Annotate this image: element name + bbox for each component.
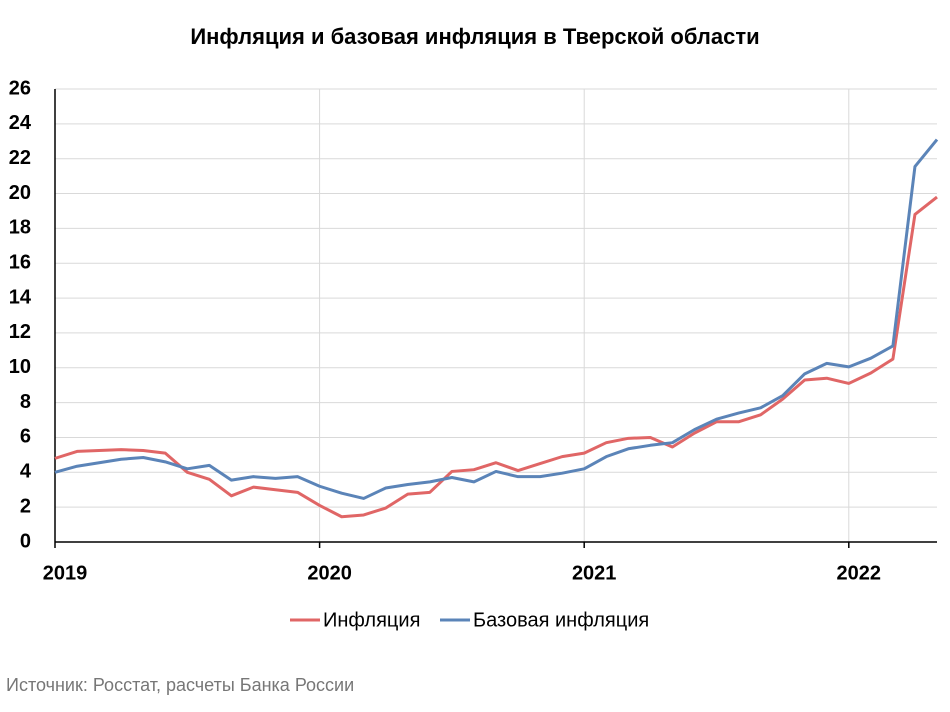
legend-label: Базовая инфляция: [473, 609, 649, 631]
y-tick-label: 20: [9, 182, 31, 204]
x-tick-label: 2020: [307, 562, 352, 584]
x-tick-label: 2021: [572, 562, 617, 584]
y-tick-label: 12: [9, 321, 31, 343]
x-tick-label: 2019: [43, 562, 88, 584]
y-tick-label: 22: [9, 147, 31, 169]
chart-title: Инфляция и базовая инфляция в Тверской о…: [190, 24, 759, 49]
series-line: [54, 138, 939, 500]
legend-label: Инфляция: [323, 609, 420, 631]
y-tick-label: 0: [20, 530, 31, 552]
y-tick-label: 4: [20, 461, 32, 483]
y-tick-label: 24: [9, 112, 32, 134]
y-tick-label: 26: [9, 77, 31, 99]
source-note: Источник: Росстат, расчеты Банка России: [6, 675, 354, 695]
y-tick-label: 14: [9, 286, 32, 308]
y-tick-label: 8: [20, 391, 31, 413]
y-tick-label: 16: [9, 252, 31, 274]
y-tick-label: 2: [20, 495, 31, 517]
y-tick-label: 6: [20, 426, 31, 448]
series-line: [54, 195, 938, 519]
x-tick-label: 2022: [837, 562, 882, 584]
y-tick-label: 10: [9, 356, 31, 378]
y-tick-label: 18: [9, 217, 31, 239]
